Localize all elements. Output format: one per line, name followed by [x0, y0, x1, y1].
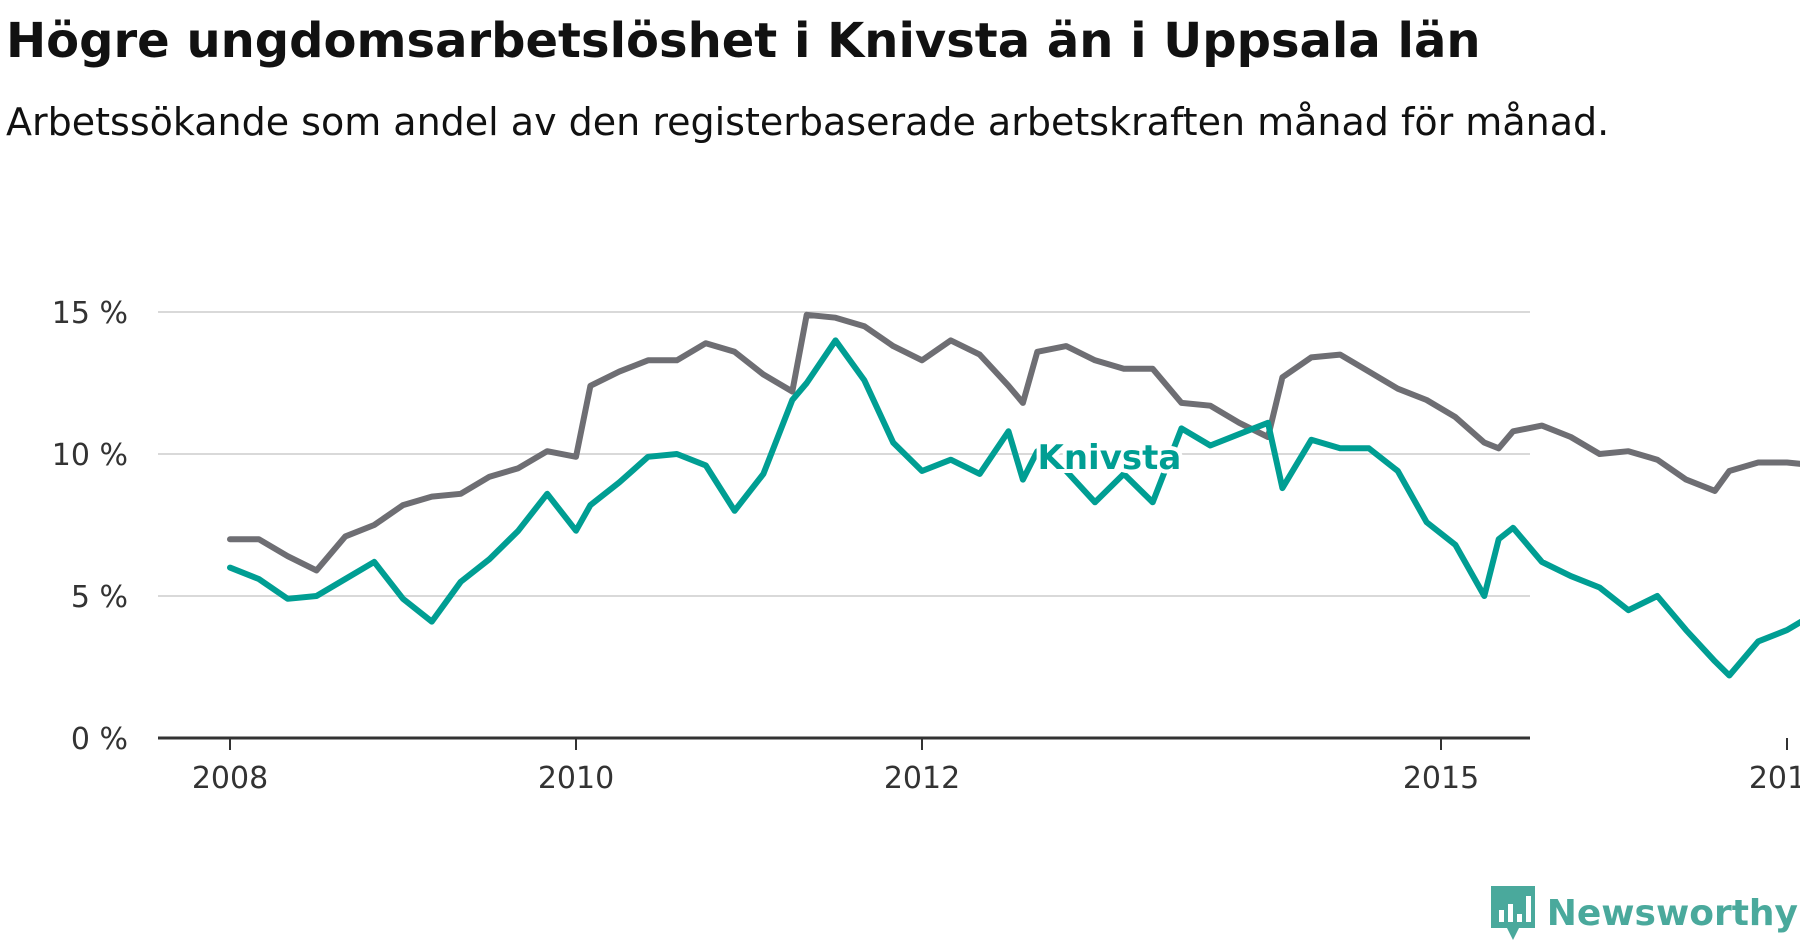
x-tick-label: 2017 [1749, 761, 1800, 796]
brand-name: Newsworthy [1546, 892, 1798, 934]
x-tick-label: 2008 [192, 761, 268, 796]
y-tick-label: 15 % [52, 296, 128, 331]
series-lines [227, 311, 1800, 679]
y-tick-label: 0 % [71, 722, 128, 757]
x-axis-ticks: 20082010201220152017202020222024 [192, 738, 1800, 796]
series-line-knivsta [227, 337, 1800, 679]
chart-title: Högre ungdomsarbetslöshet i Knivsta än i… [6, 13, 1481, 69]
newsworthy-logo-icon [1490, 886, 1535, 940]
y-tick-label: 5 % [71, 580, 128, 615]
brand: Newsworthy [1489, 878, 1798, 948]
series-labels: 6,7 %8,8 %KnivstaUppsala län [1034, 434, 1186, 482]
series-label: Knivsta [1038, 438, 1182, 478]
grid-lines [158, 311, 1530, 740]
y-axis-ticks: 0 % 5 % 10 % 15 % [52, 296, 128, 757]
series-line-uppsala-l-n [227, 311, 1800, 574]
chart-subtitle: Arbetssökande som andel av den registerb… [6, 100, 1610, 144]
x-tick-label: 2012 [884, 761, 960, 796]
x-tick-label: 2015 [1403, 761, 1479, 796]
y-tick-label: 10 % [52, 438, 128, 473]
x-tick-label: 2010 [538, 761, 614, 796]
